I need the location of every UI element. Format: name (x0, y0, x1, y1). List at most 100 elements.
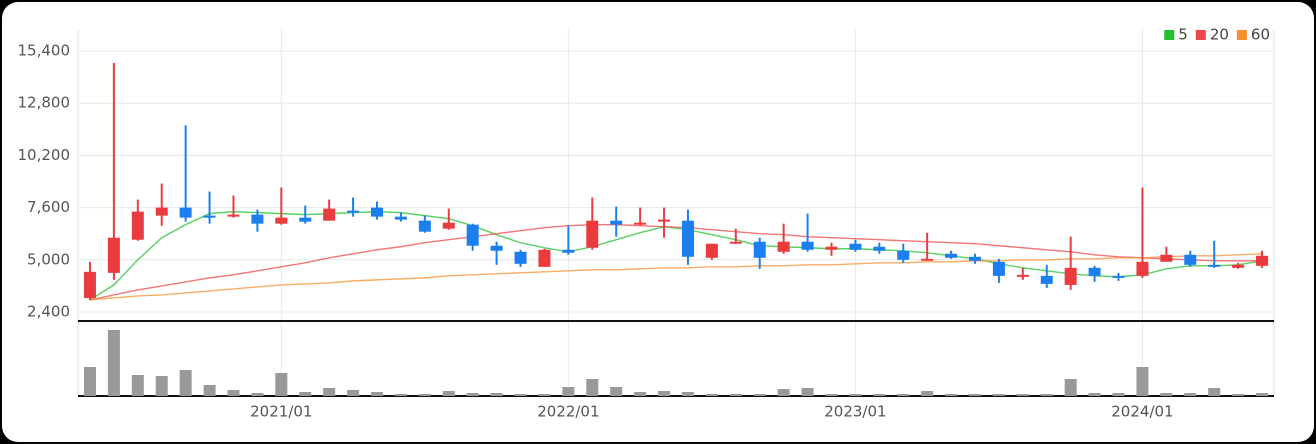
candle-body (442, 222, 455, 229)
y-tick-label: 15,400 (18, 42, 71, 60)
volume-bar (347, 390, 360, 396)
candle-body (753, 241, 766, 258)
candle-body (107, 237, 120, 273)
volume-bar (825, 394, 838, 396)
volume-bar (1016, 394, 1029, 396)
legend-swatch (1195, 30, 1206, 40)
candle-body (825, 246, 838, 250)
candle-body (371, 207, 383, 217)
candle-body (347, 210, 360, 213)
volume-bar (777, 389, 790, 396)
candle-body (394, 216, 407, 220)
candle-body (1136, 261, 1149, 276)
volume-bar (801, 388, 814, 396)
volume-bar (705, 394, 718, 396)
volume-bar (681, 392, 694, 396)
volume-bar (514, 394, 527, 396)
candle-body (490, 245, 503, 251)
candle-body (1112, 275, 1125, 278)
volume-bar (729, 394, 742, 396)
volume-bar (251, 393, 264, 396)
candle-body (921, 258, 934, 261)
candle-body (155, 207, 168, 216)
candle-body (945, 253, 958, 258)
x-tick-label: 2023/01 (824, 403, 886, 421)
candle-body (610, 220, 623, 225)
candle-body (658, 219, 671, 222)
volume-bar (1088, 393, 1101, 396)
y-tick-label: 5,000 (27, 250, 70, 268)
volume-bar (969, 394, 981, 396)
volume-bar (155, 376, 168, 396)
volume-bar (371, 392, 383, 396)
candle-body (1160, 254, 1173, 262)
legend-swatch (1164, 30, 1175, 40)
candle-body (801, 241, 814, 250)
candle-body (705, 243, 718, 258)
candle-body (466, 224, 479, 246)
y-tick-label: 12,800 (18, 94, 71, 112)
volume-bar (1112, 393, 1125, 396)
candle-body (586, 220, 599, 248)
volume-bar (1160, 393, 1173, 396)
candle-body (1040, 275, 1053, 284)
legend-label: 5 (1178, 26, 1188, 44)
volume-bar (299, 392, 312, 396)
candle-body (514, 251, 527, 264)
candle-body (251, 214, 264, 224)
volume-bar (921, 391, 934, 396)
moving-average-line (89, 253, 1263, 301)
candle-body (275, 217, 288, 224)
legend-label: 20 (1210, 26, 1229, 44)
volume-bar (1256, 393, 1269, 396)
volume-bar (1208, 388, 1221, 396)
volume-bar (658, 391, 671, 396)
candle-body (227, 214, 240, 217)
volume-bar (131, 375, 144, 396)
moving-average-line (89, 223, 1263, 301)
candle-body (849, 243, 862, 250)
x-tick-label: 2024/01 (1111, 403, 1173, 421)
candle-body (873, 246, 886, 251)
volume-bar (634, 392, 647, 396)
volume-bar (1136, 367, 1149, 396)
candle-body (562, 249, 575, 253)
volume-bar (83, 367, 96, 396)
volume-bar (849, 394, 862, 396)
candle-body (1064, 267, 1077, 285)
x-tick-label: 2021/01 (250, 403, 312, 421)
volume-bar (945, 394, 958, 396)
candle-body (131, 211, 144, 240)
candle-body (1184, 254, 1197, 265)
volume-bar (442, 391, 455, 396)
volume-bar (466, 393, 479, 396)
x-tick-label: 2022/01 (537, 403, 599, 421)
volume-bar (992, 394, 1005, 396)
volume-bar (753, 394, 766, 396)
volume-bar (873, 394, 886, 396)
candle-body (1016, 274, 1029, 277)
volume-bar (203, 385, 216, 396)
y-tick-label: 7,600 (27, 198, 70, 216)
legend-label: 60 (1251, 26, 1270, 44)
volume-bar (1064, 379, 1077, 396)
candle-body (1232, 264, 1245, 268)
candle-body (203, 215, 216, 218)
y-tick-label: 10,200 (18, 146, 71, 164)
candle-body (1256, 255, 1269, 266)
volume-bar (586, 379, 599, 396)
volume-bar (610, 387, 623, 396)
volume-bar (1184, 393, 1197, 396)
legend-swatch (1236, 30, 1247, 40)
volume-bar (179, 370, 192, 396)
volume-bar (897, 394, 910, 396)
candle-body (83, 271, 96, 298)
candle-body (323, 208, 336, 221)
candle-body (777, 241, 790, 252)
volume-bar (1040, 394, 1053, 396)
candle-body (538, 249, 551, 267)
candle-body (992, 261, 1005, 276)
volume-bar (538, 394, 551, 396)
